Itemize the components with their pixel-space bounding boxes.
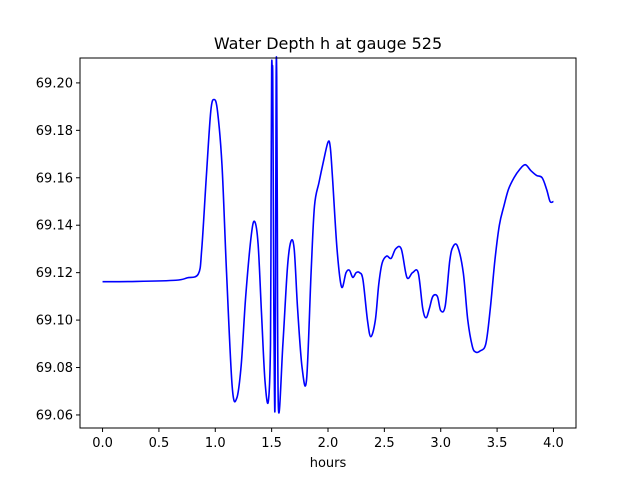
- y-tick-label: 69.16: [36, 171, 73, 186]
- plot-background: [80, 58, 576, 428]
- x-axis-label: hours: [310, 456, 347, 471]
- axes-frame: [79, 57, 577, 429]
- y-tick-label: 69.18: [36, 124, 73, 139]
- y-tick-label: 69.14: [36, 219, 73, 234]
- x-tick-label: 2.5: [374, 436, 395, 451]
- plot-area: [80, 58, 576, 428]
- x-tick-label: 0.0: [92, 436, 113, 451]
- y-tick-label: 69.06: [36, 408, 73, 423]
- x-tick-label: 2.0: [318, 436, 339, 451]
- y-tick-label: 69.20: [36, 76, 73, 91]
- x-tick-label: 0.5: [149, 436, 170, 451]
- y-tick-label: 69.08: [36, 361, 73, 376]
- series-line: [102, 56, 554, 414]
- y-axis: 69.06 69.08 69.10 69.12 69.14 69.16 69.18 69.20: [36, 76, 80, 423]
- chart-title: Water Depth h at gauge 525: [214, 34, 442, 53]
- x-tick-label: 4.0: [543, 436, 564, 451]
- x-tick-label: 1.5: [261, 436, 282, 451]
- x-tick-label: 3.5: [487, 436, 508, 451]
- x-axis: 0.0 0.5 1.0 1.5 2.0 2.5 3.0 3.5 4.0: [92, 428, 564, 451]
- y-tick-label: 69.10: [36, 314, 73, 329]
- x-tick-label: 3.0: [430, 436, 451, 451]
- y-tick-label: 69.12: [36, 266, 73, 281]
- x-tick-label: 1.0: [205, 436, 226, 451]
- data-layer: [102, 56, 554, 414]
